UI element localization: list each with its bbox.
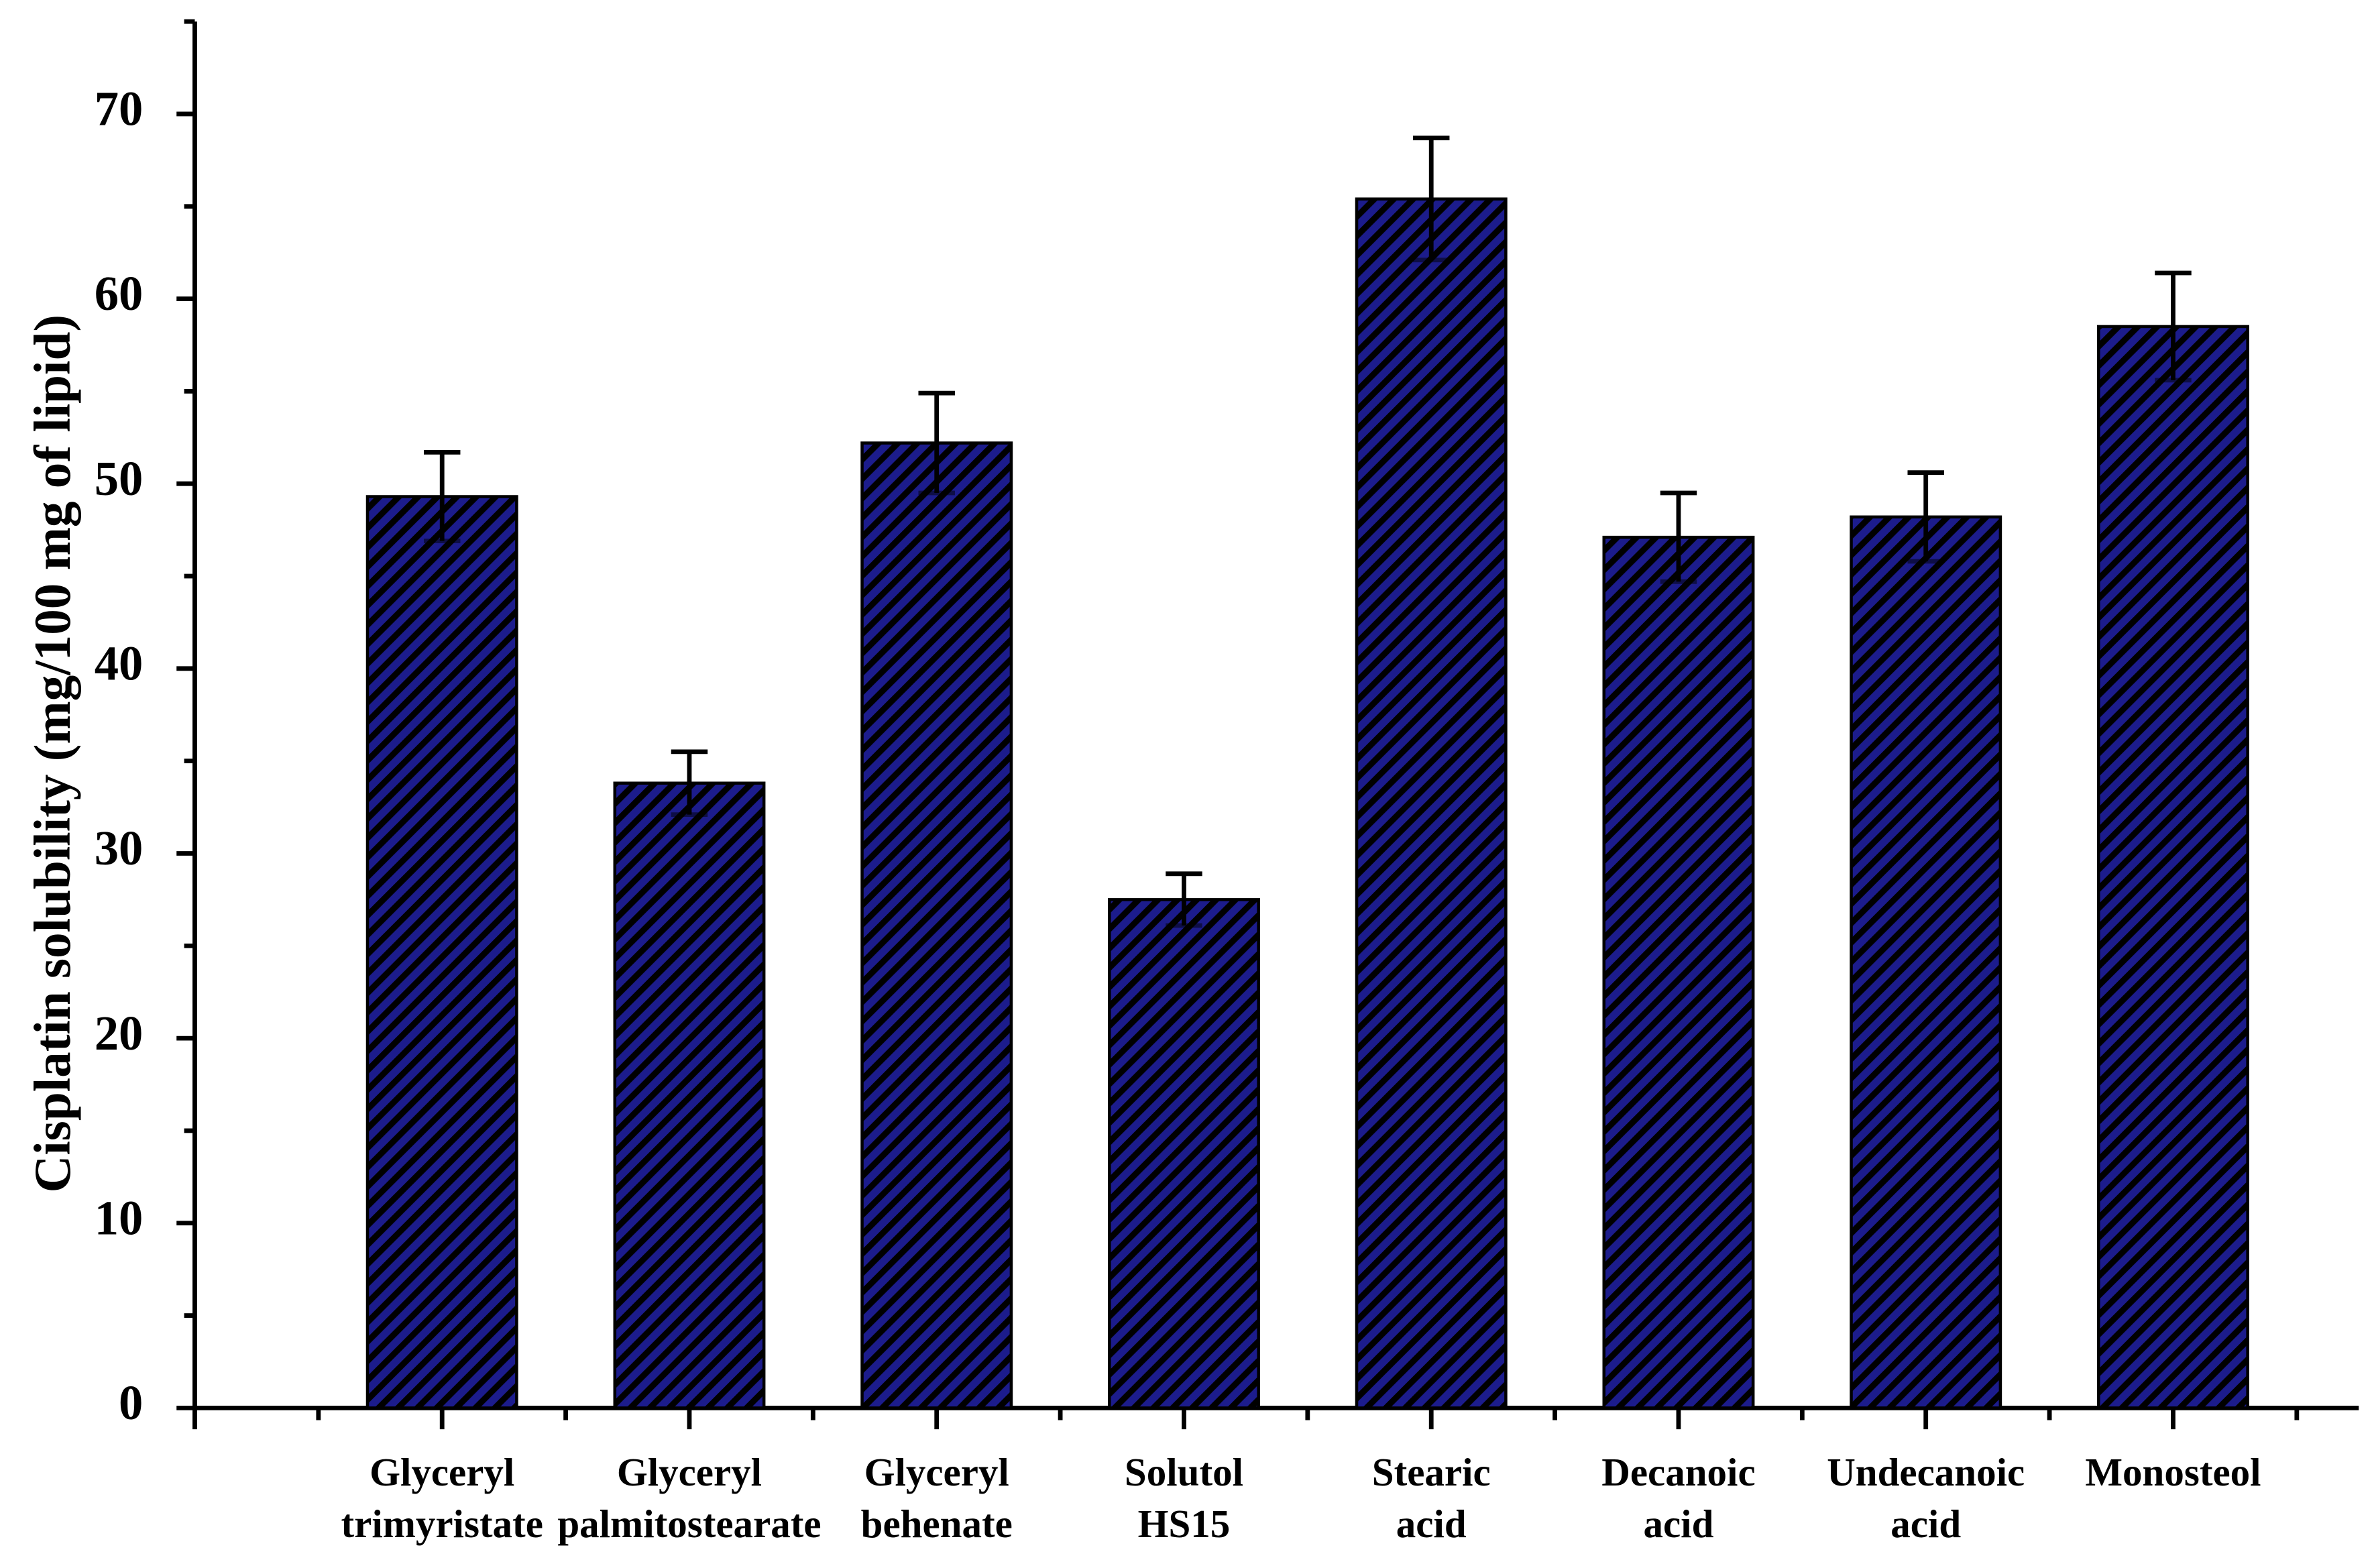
- bar: [613, 781, 766, 1410]
- bar: [1107, 898, 1260, 1410]
- error-bar: [1412, 135, 1450, 263]
- bar: [365, 495, 518, 1410]
- x-tick-label: Stearic: [1372, 1450, 1491, 1494]
- x-tick-label: acid: [1396, 1502, 1467, 1546]
- y-tick-label: 70: [95, 82, 144, 136]
- x-tick-label: Decanoic: [1601, 1450, 1755, 1494]
- x-tick-label: acid: [1890, 1502, 1961, 1546]
- y-tick-label: 60: [95, 266, 144, 321]
- x-tick-label: Solutol: [1125, 1450, 1243, 1494]
- error-bar: [2155, 270, 2192, 383]
- y-tick-label: 50: [95, 451, 144, 506]
- bar: [1355, 197, 1508, 1410]
- error-bar: [1660, 490, 1697, 584]
- x-tick-label: behenate: [861, 1502, 1013, 1546]
- bar: [2097, 325, 2249, 1410]
- x-tick-label: trimyristate: [341, 1502, 543, 1546]
- y-tick-label: 10: [95, 1190, 144, 1245]
- y-tick-label: 20: [95, 1006, 144, 1060]
- y-tick-label: 0: [119, 1376, 143, 1430]
- y-tick-label: 30: [95, 821, 144, 875]
- y-axis-label: Cisplatin solubility (mg/100 mg of lipid…: [23, 315, 81, 1192]
- x-tick-label: palmitostearate: [557, 1502, 821, 1546]
- x-tick-label: Glyceryl: [370, 1450, 514, 1494]
- x-tick-label: Undecanoic: [1827, 1450, 2025, 1494]
- error-bar: [1907, 470, 1944, 564]
- bar: [1602, 535, 1755, 1410]
- x-tick-label: Monosteol: [2085, 1450, 2261, 1494]
- bar: [1850, 515, 2002, 1410]
- error-bar: [918, 390, 955, 496]
- x-tick-label: Glyceryl: [864, 1450, 1009, 1494]
- error-bar: [1166, 871, 1202, 928]
- bar: [860, 441, 1013, 1410]
- x-tick-label: Glyceryl: [617, 1450, 762, 1494]
- y-tick-label: 40: [95, 636, 144, 690]
- x-tick-label: HS15: [1138, 1502, 1231, 1546]
- x-tick-label: acid: [1644, 1502, 1714, 1546]
- error-bar: [671, 749, 708, 817]
- error-bar: [423, 449, 461, 544]
